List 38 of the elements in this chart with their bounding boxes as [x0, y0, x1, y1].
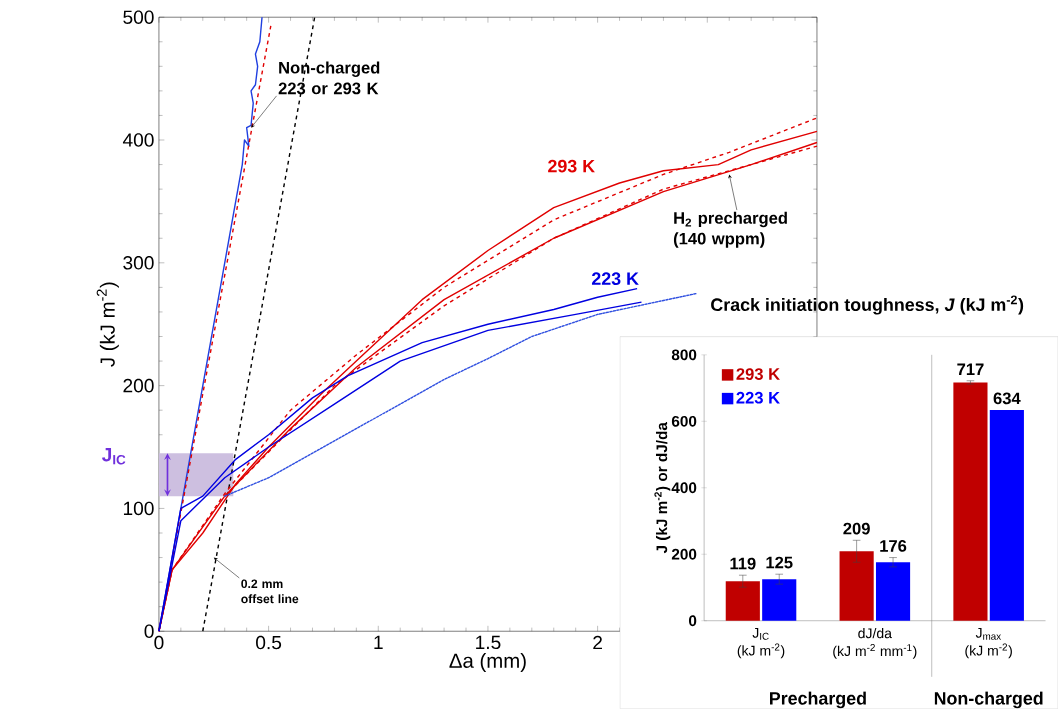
y-axis-title: J (kJ m$^{-2}$) or dJ/da	[654, 422, 671, 554]
y-tick-label: 600	[671, 416, 697, 427]
y-tick-label: 0	[688, 615, 697, 627]
data-label: 717	[957, 363, 984, 376]
annotation: Non-charged 223 or 293 K	[278, 61, 380, 95]
x-tick-label: 0	[154, 635, 164, 650]
legend-label: 293 K	[736, 368, 780, 381]
x-tick-label: J$_{IC}$ (kJ m$^{-2}$)	[737, 628, 785, 659]
chart-title: Crack initiation toughness, J (kJ m$^{-2}$)	[711, 295, 1024, 315]
x-tick-label: dJ/da (kJ m$^{-2}$ mm$^{-1}$)	[833, 628, 917, 660]
y-tick-label: 300	[123, 256, 154, 270]
y-tick-label: 800	[671, 349, 697, 361]
annotation: H$_{2}$ precharged (140 wppm)	[673, 211, 787, 248]
annotation: 0.2 mm offset line	[241, 579, 299, 604]
x-tick-label: 0.5	[256, 635, 282, 650]
text: Non-charged	[934, 691, 1043, 709]
data-label: 209	[843, 522, 870, 535]
x-tick-label: J$_{max}$ (kJ m$^{-2}$)	[965, 628, 1012, 659]
x-axis-title: Δa (mm)	[449, 653, 526, 673]
y-tick-label: 400	[122, 133, 154, 147]
text: Precharged	[770, 691, 866, 709]
data-label: 119	[730, 557, 756, 570]
data-label: 125	[766, 556, 793, 569]
y-tick-label: 400	[671, 482, 697, 494]
data-label: 176	[880, 540, 907, 552]
data-label: 634	[993, 392, 1021, 405]
y-tick-label: 500	[123, 10, 154, 25]
x-tick-label: 1.5	[476, 635, 501, 650]
series-label: 293 K	[548, 159, 595, 173]
series-label: 223 K	[591, 272, 639, 286]
legend-label: 223 K	[736, 392, 780, 404]
y-tick-label: 100	[123, 501, 154, 516]
band-label: J$_{IC}$	[101, 448, 126, 465]
x-tick-label: 2	[593, 635, 602, 650]
y-tick-label: 200	[671, 548, 697, 560]
x-tick-label: 1	[374, 635, 383, 650]
y-axis-title: J (kJ m$^{-2}$)	[96, 282, 119, 367]
y-tick-label: 200	[123, 378, 154, 393]
